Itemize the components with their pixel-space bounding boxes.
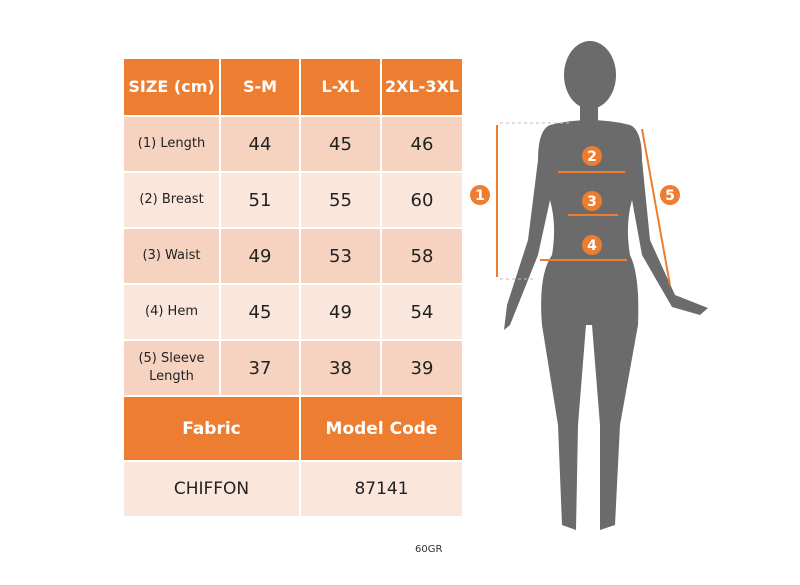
- header-l-xl: L-XL: [299, 57, 382, 117]
- cell: 58: [380, 227, 464, 285]
- cell: 37: [219, 339, 301, 397]
- fabric-label: Fabric: [122, 395, 301, 462]
- size-chart-table: SIZE (cm) S-M L-XL 2XL-3XL (1) Length 44 4…: [122, 57, 464, 518]
- cell: 39: [380, 339, 464, 397]
- body-measurement-figure: 1 2 3 4 5: [470, 41, 708, 530]
- cell: 49: [299, 283, 382, 341]
- row-label: (4) Hem: [122, 283, 221, 341]
- table-header: SIZE (cm) S-M L-XL 2XL-3XL: [122, 57, 464, 117]
- model-code-value: 87141: [299, 460, 464, 518]
- marker-circles: [470, 146, 680, 255]
- measurement-arrows: [496, 125, 671, 286]
- fabric-header-row: Fabric Model Code: [122, 395, 464, 462]
- fabric-value-row: CHIFFON 87141: [122, 460, 464, 518]
- cell: 51: [219, 171, 301, 229]
- cell: 38: [299, 339, 382, 397]
- cell: 54: [380, 283, 464, 341]
- row-label: (5) Sleeve Length: [122, 339, 221, 397]
- header-s-m: S-M: [219, 57, 301, 117]
- marker-2: 2: [587, 149, 597, 165]
- table-row: (2) Breast 51 55 60: [122, 171, 464, 229]
- table-row: (4) Hem 45 49 54: [122, 283, 464, 341]
- marker-1: 1: [475, 188, 485, 204]
- fabric-value: CHIFFON: [122, 460, 301, 518]
- cell: 55: [299, 171, 382, 229]
- table-row: (5) Sleeve Length 37 38 39: [122, 339, 464, 397]
- header-size: SIZE (cm): [122, 57, 221, 117]
- cell: 45: [299, 115, 382, 173]
- table-row: (1) Length 44 45 46: [122, 115, 464, 173]
- header-2xl-3xl: 2XL-3XL: [380, 57, 464, 117]
- marker-3: 3: [587, 194, 597, 210]
- cell: 45: [219, 283, 301, 341]
- cell: 44: [219, 115, 301, 173]
- row-label: (3) Waist: [122, 227, 221, 285]
- row-label: (2) Breast: [122, 171, 221, 229]
- cell: 53: [299, 227, 382, 285]
- silhouette: [504, 41, 708, 530]
- row-label: (1) Length: [122, 115, 221, 173]
- cell: 46: [380, 115, 464, 173]
- cell: 60: [380, 171, 464, 229]
- marker-4: 4: [587, 238, 597, 254]
- table-row: (3) Waist 49 53 58: [122, 227, 464, 285]
- model-code-label: Model Code: [299, 395, 464, 462]
- marker-5: 5: [665, 188, 675, 204]
- cell: 49: [219, 227, 301, 285]
- footer-code: 60GR: [415, 544, 443, 555]
